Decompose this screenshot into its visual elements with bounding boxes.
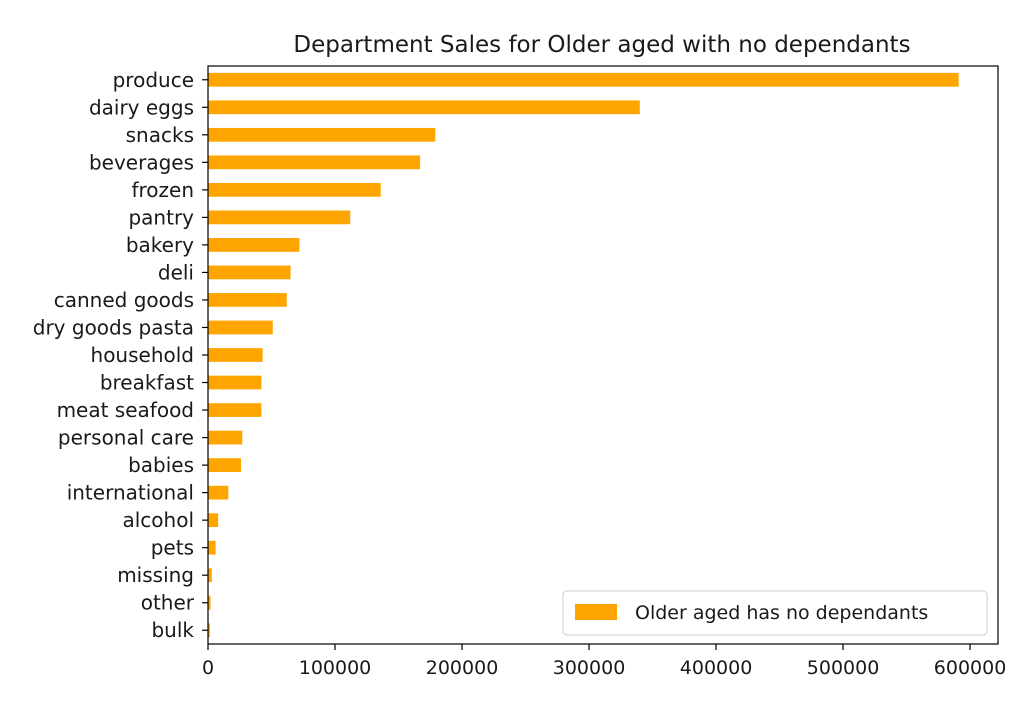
- legend: Older aged has no dependants: [562, 590, 988, 636]
- x-tick-label: 0: [202, 657, 214, 679]
- legend-box: [562, 590, 988, 636]
- bar-dairy-eggs: [208, 100, 640, 115]
- y-tick-label: pantry: [128, 205, 194, 229]
- bar-pets: [208, 540, 216, 555]
- bar-canned-goods: [208, 293, 287, 307]
- y-tick-label: beverages: [89, 150, 194, 174]
- y-tick-label: missing: [117, 563, 194, 587]
- y-tick-label: dairy eggs: [89, 95, 194, 119]
- bar-missing: [208, 568, 212, 583]
- y-tick-label: pets: [151, 536, 194, 560]
- bar-other: [208, 595, 211, 610]
- bar-breakfast: [208, 375, 262, 390]
- bar-dry-goods-pasta: [208, 320, 273, 335]
- bars-group: [208, 72, 959, 638]
- y-tick-label: international: [67, 481, 194, 505]
- bar-household: [208, 348, 263, 362]
- bar-personal-care: [208, 430, 243, 445]
- y-tick-label: other: [141, 591, 195, 615]
- y-tick-label: deli: [158, 260, 194, 284]
- legend-swatch: [575, 604, 617, 620]
- bar-deli: [208, 265, 291, 280]
- y-tick-label: frozen: [131, 178, 194, 202]
- y-tick-label: canned goods: [54, 288, 194, 312]
- y-tick-label: bulk: [151, 618, 194, 642]
- y-tick-label: alcohol: [122, 508, 194, 532]
- y-tick-label: snacks: [126, 123, 194, 147]
- y-tick-label: breakfast: [100, 371, 194, 395]
- x-tick-label: 400000: [680, 657, 753, 679]
- bar-babies: [208, 458, 242, 472]
- plot-frame: [207, 65, 999, 645]
- y-tick-label: bakery: [126, 233, 194, 257]
- chart-title: Department Sales for Older aged with no …: [293, 32, 910, 58]
- x-tick-label: 100000: [299, 657, 372, 679]
- x-tick-label: 300000: [553, 657, 626, 679]
- bar-bakery: [208, 238, 300, 252]
- bar-snacks: [208, 127, 436, 142]
- y-tick-label: dry goods pasta: [33, 315, 194, 339]
- bar-frozen: [208, 182, 381, 197]
- y-tick-label: household: [91, 343, 194, 367]
- bar-meat-seafood: [208, 403, 262, 417]
- bar-alcohol: [208, 513, 219, 528]
- y-axis: produce dairy eggs snacks beverages frozen pa…: [33, 68, 208, 642]
- x-axis: 0 100000 200000 300000 400000 500000 600000: [202, 644, 1006, 679]
- y-tick-label: babies: [128, 453, 194, 477]
- bar-bulk: [208, 623, 210, 638]
- bar-pantry: [208, 210, 351, 225]
- y-tick-label: produce: [113, 68, 194, 92]
- bar-beverages: [208, 155, 421, 170]
- y-tick-label: meat seafood: [57, 398, 194, 422]
- bar-produce: [208, 72, 959, 87]
- legend-label: Older aged has no dependants: [635, 602, 928, 624]
- y-tick-label: personal care: [58, 426, 194, 450]
- x-tick-label: 200000: [426, 657, 499, 679]
- x-tick-label: 600000: [934, 657, 1007, 679]
- x-tick-label: 500000: [807, 657, 880, 679]
- bar-international: [208, 485, 229, 500]
